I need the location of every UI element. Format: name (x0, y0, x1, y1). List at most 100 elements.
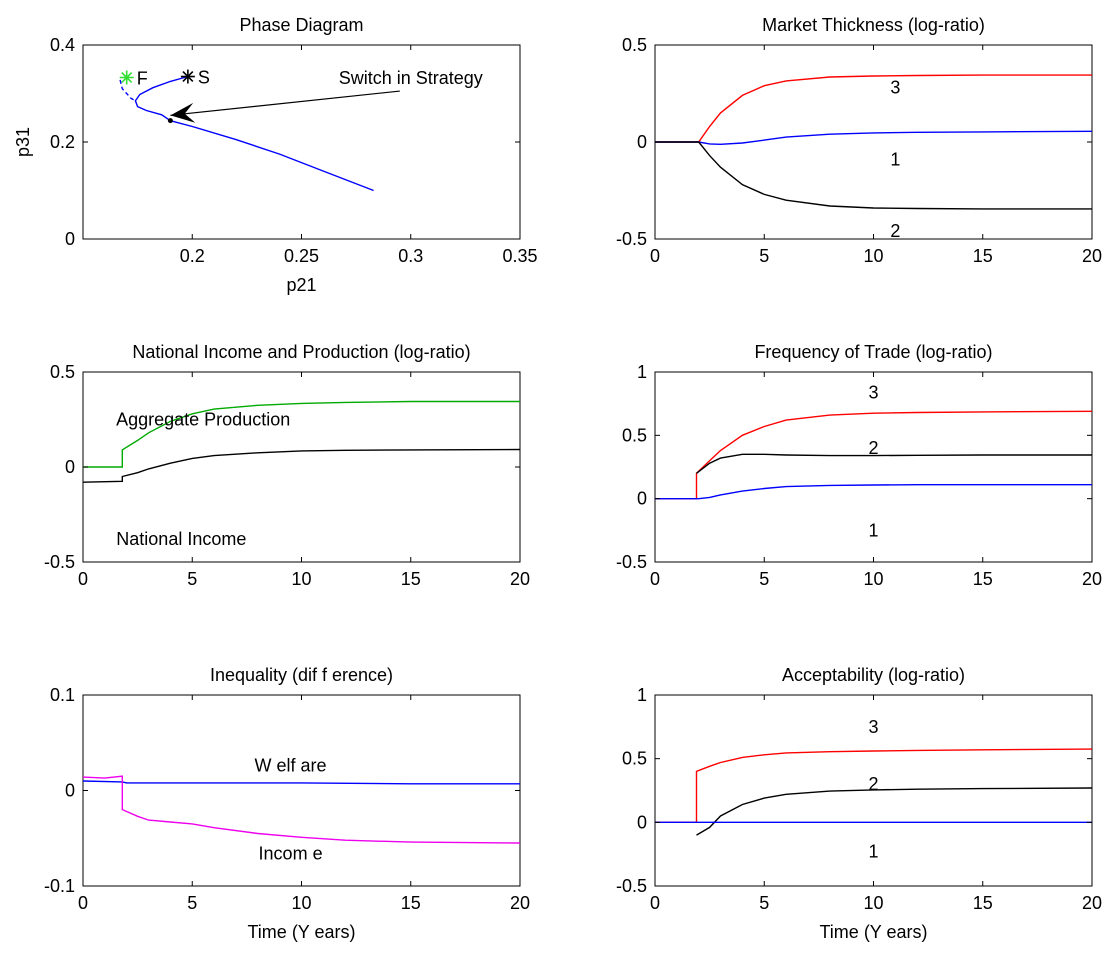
series-label: 3 (868, 717, 878, 737)
x-tick-label: 5 (187, 893, 197, 913)
y-tick-label: 0 (637, 812, 647, 832)
x-tick-label: 0.25 (284, 246, 319, 266)
plot-area (119, 75, 374, 192)
y-tick-label: 0.5 (622, 425, 647, 445)
y-tick-label: -0.1 (44, 876, 75, 896)
y-tick-label: 0.5 (50, 362, 75, 382)
series-line-3 (655, 74, 1092, 143)
chart-frequency: Frequency of Trade (log-ratio)0 5 10 15 20-0… (616, 342, 1102, 589)
axes-frame (654, 371, 1093, 563)
x-tick-label: 0.3 (398, 246, 423, 266)
series-line-1 (655, 484, 1092, 500)
annotation-arrow-head (170, 102, 196, 123)
marker-label-f: F (137, 68, 148, 88)
y-tick-label: -0.5 (616, 876, 647, 896)
y-tick-label: 0 (637, 132, 647, 152)
annotation-text: Switch in Strategy (339, 68, 483, 88)
plot-area (655, 748, 1092, 836)
series-label: 2 (868, 774, 878, 794)
y-tick-label: 0 (637, 489, 647, 509)
x-tick-label: 0 (650, 893, 660, 913)
y-tick-label: 1 (637, 685, 647, 705)
chart-inequality: Inequality (dif f erence)0 5 10 15 20-0.100.… (44, 665, 530, 942)
y-axis-label: p31 (13, 127, 33, 157)
x-axis-label: p21 (286, 275, 316, 295)
x-tick-label: 5 (759, 246, 769, 266)
series-line-aggregate-production (83, 400, 520, 468)
x-tick-label: 15 (973, 569, 993, 589)
series-label: 2 (890, 221, 900, 241)
chart-acceptability: Acceptability (log-ratio)0 5 10 15 20-0.500.… (616, 665, 1102, 942)
x-tick-label: 0 (78, 569, 88, 589)
series-line-national-income (83, 448, 520, 483)
series-label: 1 (868, 842, 878, 862)
series-line-3 (655, 748, 1092, 823)
x-tick-label: 15 (401, 893, 421, 913)
annotation-arrow-shaft (170, 90, 400, 116)
axes-frame (82, 694, 521, 887)
series-label: National Income (116, 529, 246, 549)
y-tick-label: 0.4 (50, 35, 75, 55)
series-label: 1 (890, 149, 900, 169)
point-marker (167, 118, 173, 124)
series-line-income (83, 775, 520, 844)
chart-thickness: Market Thickness (log-ratio)0 5 10 15 20-0.5… (616, 15, 1102, 266)
x-tick-label: 20 (510, 569, 530, 589)
series-line-2 (655, 141, 1092, 210)
y-tick-label: -0.5 (616, 552, 647, 572)
plot-area (83, 775, 520, 844)
x-tick-label: 0 (650, 569, 660, 589)
series-line-2 (696, 787, 1092, 836)
chart-title: Frequency of Trade (log-ratio) (754, 342, 992, 362)
x-tick-label: 0 (650, 246, 660, 266)
axes-frame (82, 44, 521, 240)
chart-title: National Income and Production (log-rati… (132, 342, 470, 362)
x-tick-label: 10 (863, 246, 883, 266)
y-tick-label: 0.5 (622, 749, 647, 769)
y-tick-label: 0 (65, 457, 75, 477)
star-marker (180, 69, 195, 84)
y-tick-label: 0 (65, 229, 75, 249)
chart-title: Market Thickness (log-ratio) (762, 15, 985, 35)
x-tick-label: 15 (973, 893, 993, 913)
x-tick-label: 10 (863, 893, 883, 913)
series-line-1 (119, 79, 136, 102)
x-axis-label: Time (Y ears) (247, 922, 355, 942)
x-tick-label: 0 (78, 893, 88, 913)
series-label: 1 (868, 520, 878, 540)
series-label: 2 (868, 438, 878, 458)
y-tick-label: 0.5 (622, 35, 647, 55)
star-stroke (182, 71, 194, 83)
chart-income: National Income and Production (log-rati… (44, 342, 530, 589)
series-line-0 (134, 75, 374, 192)
y-tick-label: 1 (637, 362, 647, 382)
x-tick-label: 0.2 (180, 246, 205, 266)
series-label: Incom e (259, 844, 323, 864)
x-tick-label: 20 (1082, 893, 1102, 913)
chart-title: Phase Diagram (239, 15, 363, 35)
star-stroke (121, 71, 133, 84)
plot-area (655, 410, 1092, 500)
x-tick-label: 5 (187, 569, 197, 589)
x-tick-label: 5 (759, 893, 769, 913)
series-label: 3 (868, 382, 878, 402)
series-label: 3 (890, 78, 900, 98)
x-tick-label: 15 (401, 569, 421, 589)
x-tick-label: 10 (291, 893, 311, 913)
x-axis-label: Time (Y ears) (819, 922, 927, 942)
chart-title: Acceptability (log-ratio) (782, 665, 965, 685)
x-tick-label: 10 (291, 569, 311, 589)
series-line-1 (655, 130, 1092, 146)
y-tick-label: 0.2 (50, 132, 75, 152)
plot-area (83, 400, 520, 483)
chart-phase: Phase Diagram 0.2 0.25 0.3 0.35 0 0.2 0.4 p21 p31… (13, 15, 538, 295)
y-tick-label: -0.5 (44, 552, 75, 572)
series-line-2 (696, 453, 1092, 474)
y-tick-label: 0.1 (50, 685, 75, 705)
y-tick-label: 0 (65, 781, 75, 801)
x-tick-label: 20 (1082, 569, 1102, 589)
axes-frame (654, 44, 1093, 240)
x-tick-label: 0.35 (502, 246, 537, 266)
